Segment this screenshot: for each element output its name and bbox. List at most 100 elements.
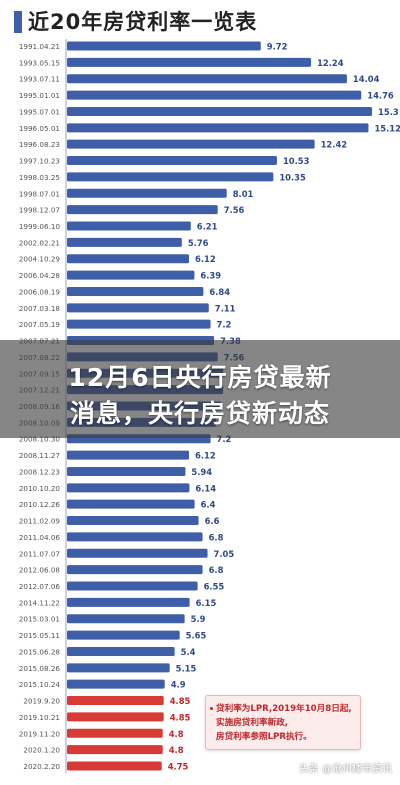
category-tick-label: 2008.12.23 xyxy=(19,467,60,476)
category-tick-label: 1999.06.10 xyxy=(19,222,61,231)
bar-value-label: 5.94 xyxy=(191,467,212,477)
bar xyxy=(67,614,185,624)
bar xyxy=(67,548,208,558)
headline-line-1: 12月6日央行房贷最新 xyxy=(68,363,332,392)
bar-value-label: 4.8 xyxy=(169,729,184,739)
bar xyxy=(67,303,209,313)
category-tick-label: 1998.07.01 xyxy=(19,189,60,198)
category-tick-label: 2006.08.19 xyxy=(19,287,61,296)
category-tick-label: 2015.03.01 xyxy=(19,615,60,624)
bar xyxy=(67,466,186,476)
bar-value-label: 6.21 xyxy=(197,222,218,232)
category-tick-label: 2019.10.21 xyxy=(19,713,60,722)
bar xyxy=(67,532,203,542)
category-tick-label: 2019.9.20 xyxy=(23,697,60,706)
category-tick-label: 2004.10.29 xyxy=(19,255,61,264)
bar xyxy=(67,123,369,133)
bar-value-label: 9.72 xyxy=(267,42,288,52)
bar-value-label: 6.12 xyxy=(195,254,216,264)
bar xyxy=(67,728,163,738)
category-tick-label: 2011.04.06 xyxy=(19,533,61,542)
category-tick-label: 2010.10.20 xyxy=(19,484,61,493)
category-tick-label: 2014.11.22 xyxy=(19,598,60,607)
bar-value-label: 15.12 xyxy=(374,123,400,133)
category-tick-label: 1998.12.07 xyxy=(19,206,60,215)
bar xyxy=(67,319,211,329)
bar xyxy=(67,254,190,264)
bar xyxy=(67,188,227,198)
bar xyxy=(67,286,204,296)
category-tick-label: 1995.01.01 xyxy=(19,91,60,100)
bar-value-label: 6.39 xyxy=(200,271,221,281)
chart-header: 近20年房贷利率一览表 xyxy=(0,0,400,38)
bar-value-label: 6.8 xyxy=(209,565,224,575)
bar-value-label: 4.8 xyxy=(169,745,184,755)
bar xyxy=(67,57,312,67)
category-tick-label: 2015.10.24 xyxy=(19,680,61,689)
bar xyxy=(67,581,198,591)
note-bullet-icon xyxy=(210,707,213,710)
category-tick-label: 1995.07.01 xyxy=(19,107,60,116)
bar-value-label: 6.55 xyxy=(204,582,225,592)
bar-value-label: 5.4 xyxy=(181,647,196,657)
note-line-1: 贷利率为LPR,2019年10月8日起, xyxy=(216,704,352,714)
source-watermark: 头条 @沧州楼市资讯 xyxy=(298,764,392,775)
bar xyxy=(67,630,180,640)
bar xyxy=(67,679,165,689)
category-tick-label: 2011.07.07 xyxy=(19,549,60,558)
bar xyxy=(67,646,175,656)
category-tick-label: 2006.04.28 xyxy=(19,271,61,280)
bar-value-label: 6.4 xyxy=(201,500,216,510)
bar xyxy=(67,139,315,149)
bar xyxy=(67,499,195,509)
category-tick-label: 2008.10.30 xyxy=(19,435,61,444)
bar xyxy=(67,483,190,493)
bar xyxy=(67,696,164,706)
bar-value-label: 5.65 xyxy=(186,631,207,641)
category-tick-label: 2015.08.26 xyxy=(19,664,61,673)
bar-value-label: 15.3 xyxy=(378,107,399,117)
category-tick-label: 2007.03.18 xyxy=(19,304,61,313)
bar-value-label: 6.6 xyxy=(205,516,220,526)
bar xyxy=(67,221,191,231)
bar-value-label: 10.53 xyxy=(283,156,310,166)
bar xyxy=(67,74,347,84)
bar xyxy=(67,597,190,607)
bar xyxy=(67,156,277,166)
bar-value-label: 7.05 xyxy=(214,549,235,559)
bar-value-label: 6.8 xyxy=(209,532,224,542)
headline-overlay: 12月6日央行房贷最新 消息，央行房贷新动态 xyxy=(0,340,400,438)
bar-value-label: 7.2 xyxy=(217,434,232,444)
category-tick-label: 2007.05.19 xyxy=(19,320,61,329)
lpr-note-box: 贷利率为LPR,2019年10月8日起, 实施房贷利率新政, 房贷利率参照LPR… xyxy=(205,695,361,750)
title-accent-bar xyxy=(14,11,22,33)
bar-value-label: 7.56 xyxy=(224,205,245,215)
category-tick-label: 2019.11.20 xyxy=(19,729,61,738)
bar-value-label: 8.01 xyxy=(233,189,254,199)
bar xyxy=(67,745,163,755)
bar xyxy=(67,205,218,215)
bar-value-label: 4.85 xyxy=(170,712,191,722)
bar xyxy=(67,450,190,460)
bar-value-label: 4.9 xyxy=(171,680,186,690)
bar xyxy=(67,41,261,51)
category-tick-label: 2015.06.28 xyxy=(19,647,61,656)
bar-value-label: 6.12 xyxy=(195,451,216,461)
bar xyxy=(67,90,362,100)
bar xyxy=(67,565,203,575)
bar-value-label: 5.15 xyxy=(176,663,197,673)
note-line-3: 房贷利率参照LPR执行。 xyxy=(216,732,312,742)
category-tick-label: 2011.02.09 xyxy=(19,517,61,526)
category-tick-label: 2008.11.27 xyxy=(19,451,60,460)
bar xyxy=(67,172,274,182)
note-line-2: 实施房贷利率新政, xyxy=(216,718,289,728)
bar-value-label: 6.84 xyxy=(209,287,230,297)
category-tick-label: 1996.08.23 xyxy=(19,140,60,149)
category-tick-label: 2002.02.21 xyxy=(19,238,60,247)
category-tick-label: 1991.04.21 xyxy=(19,42,60,51)
bar-value-label: 4.85 xyxy=(170,696,191,706)
bar-value-label: 12.24 xyxy=(317,58,344,68)
category-tick-label: 2012.06.08 xyxy=(19,566,61,575)
bar xyxy=(67,237,182,247)
